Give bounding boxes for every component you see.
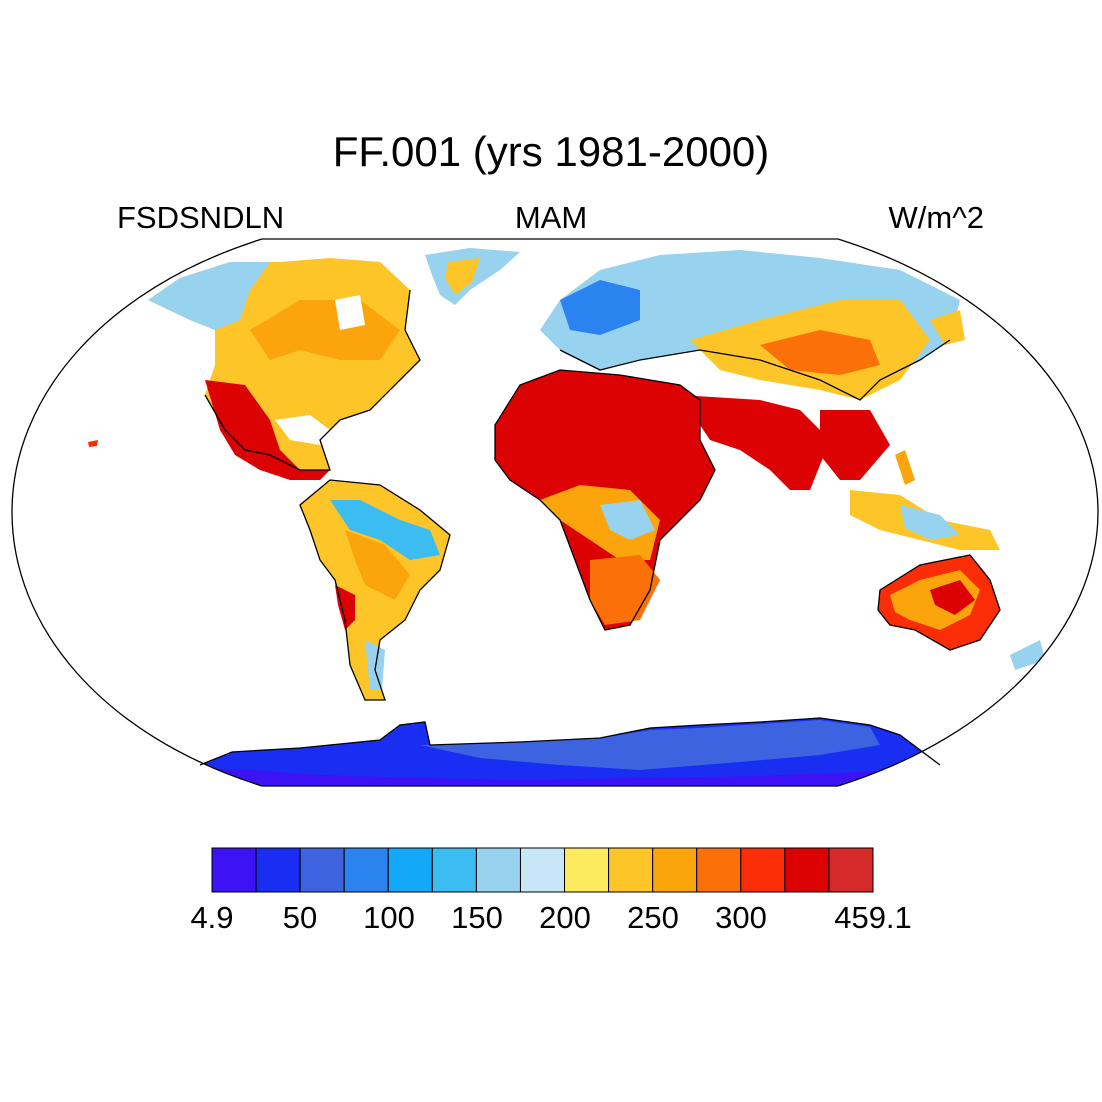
colorbar-swatch: [211, 847, 257, 893]
colorbar-tick-label: 150: [451, 900, 503, 935]
colorbar-swatch: [784, 847, 830, 893]
colorbar-swatch: [696, 847, 742, 893]
colorbar-tick-label: 100: [363, 900, 415, 935]
colorbar-swatch: [475, 847, 521, 893]
colorbar-tick-label: 300: [715, 900, 767, 935]
colorbar-swatch: [255, 847, 301, 893]
colorbar-swatch: [299, 847, 345, 893]
colorbar-tick-label: 4.9: [190, 900, 234, 935]
colorbar: [211, 847, 874, 893]
colorbar-swatch: [652, 847, 698, 893]
units-label: W/m^2: [888, 200, 984, 235]
colorbar-swatch: [564, 847, 610, 893]
colorbar-tick-label: 50: [282, 900, 318, 935]
colorbar-swatch: [740, 847, 786, 893]
season-label: MAM: [514, 200, 588, 235]
colorbar-swatch: [343, 847, 389, 893]
colorbar-tick-label: 250: [627, 900, 679, 935]
colorbar-swatch: [431, 847, 477, 893]
colorbar-swatch: [828, 847, 874, 893]
globe-outline: [11, 238, 1099, 787]
colorbar-tick-label: 459.1: [834, 900, 912, 935]
variable-name: FSDSNDLN: [117, 200, 285, 235]
colorbar-swatch: [387, 847, 433, 893]
colorbar-swatch: [608, 847, 654, 893]
colorbar-swatch: [519, 847, 566, 893]
colorbar-tick-label: 200: [539, 900, 591, 935]
map-title: FF.001 (yrs 1981-2000): [332, 128, 770, 175]
